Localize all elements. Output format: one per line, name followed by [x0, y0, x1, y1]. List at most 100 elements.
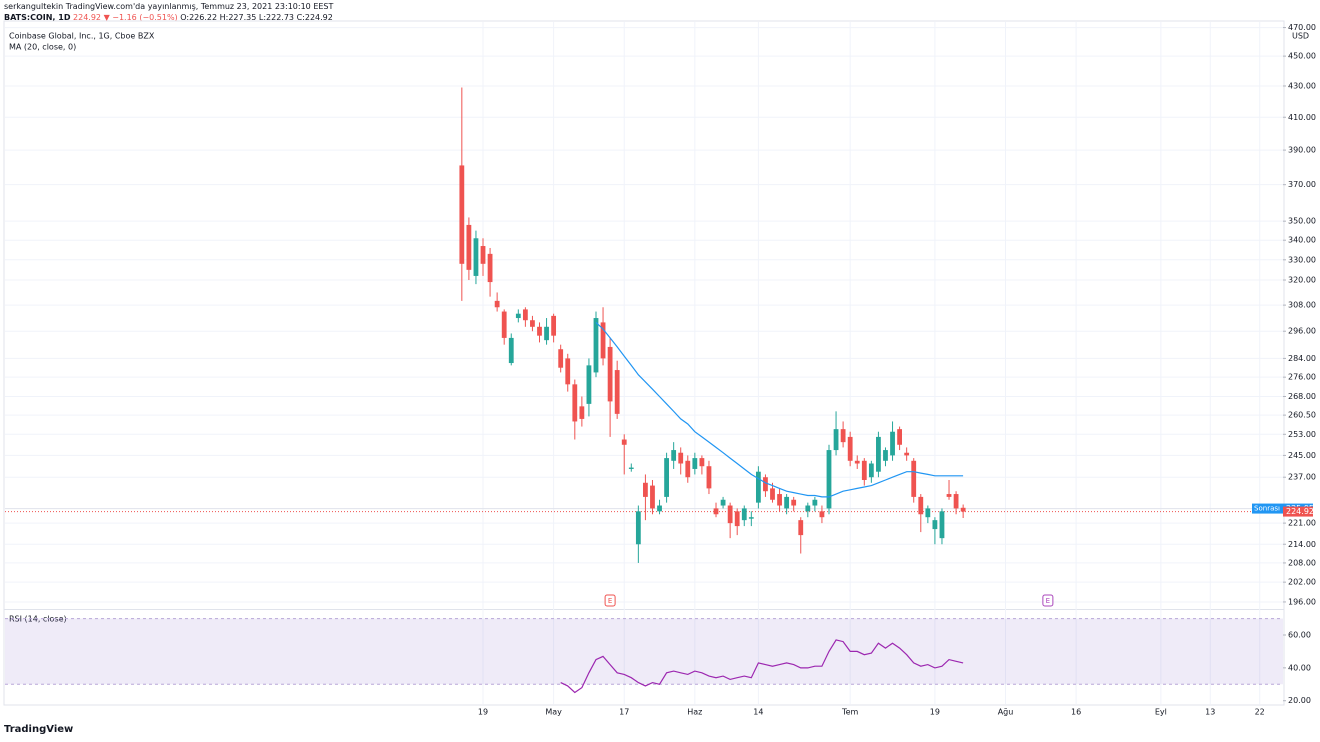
candle-body	[748, 517, 754, 519]
candle-body	[826, 450, 832, 509]
y-tick-label: 390.00	[1288, 146, 1316, 155]
x-tick-label: Eyl	[1155, 708, 1167, 717]
candle-body	[508, 337, 514, 364]
earnings-marker	[1042, 594, 1054, 607]
y-tick-label: 450.00	[1288, 52, 1316, 61]
pane-title: Coinbase Global, Inc., 1G, Cboe BZX	[9, 32, 155, 41]
y-tick-label: 260.50	[1288, 411, 1316, 420]
y-tick-label: 245.00	[1288, 451, 1316, 460]
x-tick-label: 19	[478, 708, 488, 717]
candle-body	[861, 460, 867, 480]
x-tick-label: Tem	[841, 708, 858, 717]
candle-body	[805, 505, 811, 512]
candle-body	[579, 406, 585, 419]
candle-body	[784, 496, 790, 509]
y-tick-label: 237.00	[1288, 473, 1316, 482]
logo-text: TradingView	[4, 724, 74, 735]
candle-body	[593, 318, 599, 373]
y-tick-label: 410.00	[1288, 113, 1316, 122]
open: O:226.22	[180, 13, 218, 22]
candle-body	[777, 494, 782, 506]
y-tick-label: 208.00	[1288, 558, 1316, 567]
candle-body	[833, 429, 839, 451]
high: H:227.35	[219, 13, 257, 22]
candle-body	[883, 450, 888, 461]
candle-body	[635, 511, 641, 545]
candle-body	[487, 253, 493, 283]
last: 224.92	[73, 13, 102, 22]
candle-body	[650, 485, 655, 509]
candle-body	[657, 505, 662, 512]
candle-body	[727, 505, 733, 524]
close: C:224.92	[296, 13, 333, 22]
candle-body	[544, 326, 549, 341]
candle-body	[812, 499, 818, 506]
last-price: 224.92	[1286, 507, 1314, 516]
x-tick-label: 16	[1071, 708, 1081, 717]
y-tick-label: 276.00	[1288, 373, 1316, 382]
candle-body	[565, 358, 571, 385]
candle-body	[960, 507, 966, 512]
candle-body	[537, 326, 542, 336]
x-tick-label: 19	[930, 708, 940, 717]
candle-body	[692, 458, 698, 469]
candle-body	[699, 458, 705, 467]
change: ▼ −1.16 (−0.51%)	[103, 13, 178, 22]
y-tick-label: 284.00	[1288, 354, 1316, 363]
ma-line	[595, 321, 964, 498]
candle-body	[868, 463, 874, 478]
earnings-label: E	[1046, 597, 1050, 605]
candle-body	[939, 511, 945, 539]
y-tick-label: 296.00	[1288, 327, 1316, 336]
y-tick-label: 60.00	[1288, 631, 1311, 640]
candle-body	[530, 320, 535, 327]
candle-body	[586, 365, 592, 404]
candle-body	[706, 466, 712, 489]
y-tick-label: 268.00	[1288, 392, 1316, 401]
y-tick-label: 202.00	[1288, 578, 1316, 587]
last-price-box	[1283, 506, 1313, 517]
candle-body	[459, 165, 465, 264]
x-tick-label: 22	[1255, 708, 1265, 717]
candle-body	[953, 494, 959, 509]
publish-info: serkangultekin TradingView.com'da yayınl…	[4, 2, 334, 11]
candle-body	[600, 322, 606, 359]
candle-body	[607, 346, 613, 402]
candle-body	[770, 488, 775, 500]
ma-label: MA (20, close, 0)	[9, 43, 76, 52]
y-tick-label: 196.00	[1288, 597, 1316, 606]
candle-body	[678, 452, 684, 464]
candle-body	[932, 520, 938, 530]
x-tick-label: 17	[619, 708, 629, 717]
candle-body	[720, 499, 726, 506]
candle-body	[911, 460, 917, 497]
candle-body	[819, 511, 825, 518]
y-tick-label: 221.00	[1288, 519, 1316, 528]
y-tick-label: 430.00	[1288, 81, 1316, 90]
candle-body	[515, 313, 521, 319]
x-tick-label: May	[545, 708, 562, 717]
y-tick-label: 370.00	[1288, 180, 1316, 189]
y-tick-label: 20.00	[1288, 696, 1311, 705]
candle-body	[897, 429, 902, 445]
candle-body	[847, 436, 853, 461]
y-tick-label: 320.00	[1288, 276, 1316, 285]
candle-body	[854, 460, 860, 464]
y-tick-label: 350.00	[1288, 217, 1316, 226]
symbol: BATS:COIN, 1D	[4, 13, 71, 22]
x-tick-label: 14	[753, 708, 763, 717]
y-tick-label: 330.00	[1288, 255, 1316, 264]
candle-body	[551, 315, 557, 336]
low: L:222.73	[258, 13, 295, 22]
candle-body	[501, 311, 507, 338]
candle-body	[734, 511, 740, 527]
frame	[3, 20, 1285, 706]
y-tick-label: 470.00	[1288, 23, 1316, 32]
rsi-line	[560, 639, 964, 694]
y-tick-label: 340.00	[1288, 236, 1316, 245]
candle-body	[890, 431, 895, 456]
candle-body	[946, 494, 952, 497]
candle-body	[628, 467, 634, 469]
candle-body	[876, 436, 881, 472]
candle-body	[522, 309, 528, 321]
